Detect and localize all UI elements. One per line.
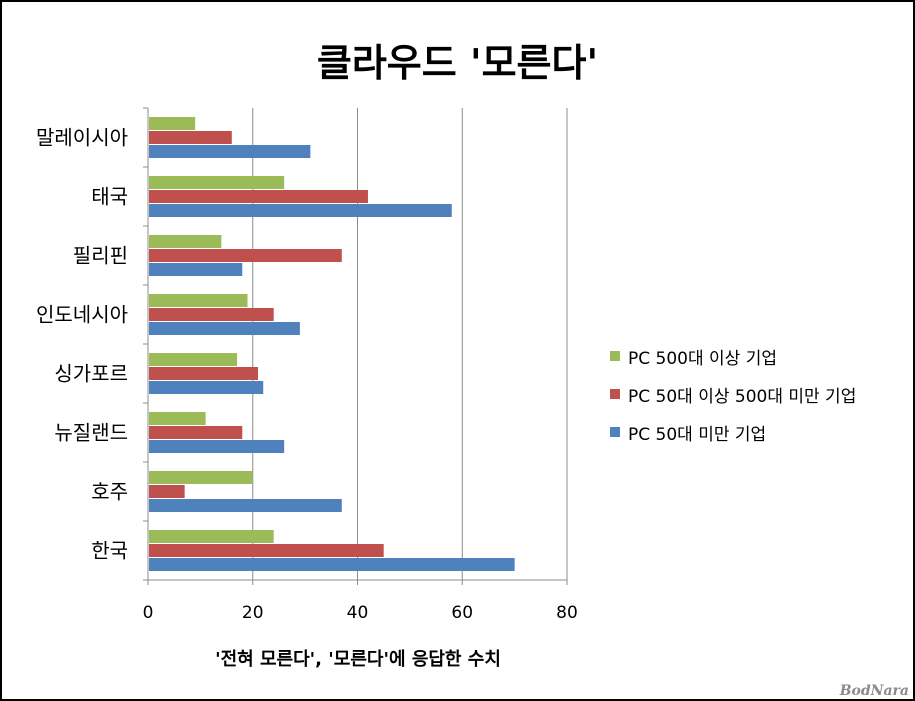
legend-swatch: [610, 351, 620, 361]
bar: [149, 145, 311, 158]
bar: [149, 558, 515, 571]
x-tick-label: 80: [556, 603, 578, 623]
grid-lines: [252, 108, 568, 580]
bar: [149, 426, 243, 439]
bar: [149, 381, 264, 394]
bars: [149, 117, 515, 571]
legend-label: PC 50대 이상 500대 미만 기업: [628, 386, 857, 407]
legend-item: PC 50대 미만 기업: [610, 422, 856, 445]
bar: [149, 471, 253, 484]
bar: [149, 530, 274, 543]
y-tick-label: 한국: [91, 539, 128, 563]
bar: [149, 412, 206, 425]
bar: [149, 353, 238, 366]
bar: [149, 235, 222, 248]
legend-label: PC 500대 이상 기업: [628, 348, 777, 369]
y-tick-label: 싱가포르: [54, 362, 128, 386]
y-tick-label: 호주: [91, 480, 128, 504]
bar: [149, 440, 285, 453]
bar: [149, 204, 452, 217]
watermark-logo: BodNara: [839, 683, 909, 699]
y-tick-label: 말레이시아: [36, 126, 128, 150]
x-axis-label: '전혀 모른다', '모른다'에 응답한 수치: [215, 649, 501, 670]
bar: [149, 308, 274, 321]
bar: [149, 499, 342, 512]
y-tick-label: 뉴질랜드: [54, 421, 128, 445]
bar: [149, 263, 243, 276]
legend-item: PC 50대 이상 500대 미만 기업: [610, 384, 857, 407]
legend: PC 500대 이상 기업 PC 50대 이상 500대 미만 기업 PC 50…: [610, 346, 856, 460]
bar: [149, 367, 258, 380]
bar: [149, 117, 196, 130]
x-tick-label: 20: [242, 603, 264, 623]
axes: [143, 107, 568, 585]
y-tick-label: 필리핀: [73, 244, 128, 268]
chart-title: 클라우드 '모른다': [316, 41, 599, 85]
bar: [149, 249, 342, 262]
bar: [149, 176, 285, 189]
bar: [149, 544, 384, 557]
legend-swatch: [610, 427, 620, 437]
legend-label: PC 50대 미만 기업: [628, 424, 767, 445]
y-tick-label: 태국: [91, 185, 128, 209]
legend-swatch: [610, 389, 620, 399]
bar: [149, 322, 300, 335]
bar: [149, 131, 232, 144]
x-tick-label: 40: [347, 603, 369, 623]
x-tick-label: 60: [451, 603, 473, 623]
legend-item: PC 500대 이상 기업: [610, 346, 856, 369]
bar: [149, 485, 185, 498]
y-tick-label: 인도네시아: [36, 303, 128, 327]
bar: [149, 294, 248, 307]
bar: [149, 190, 368, 203]
x-tick-label: 0: [143, 603, 154, 623]
